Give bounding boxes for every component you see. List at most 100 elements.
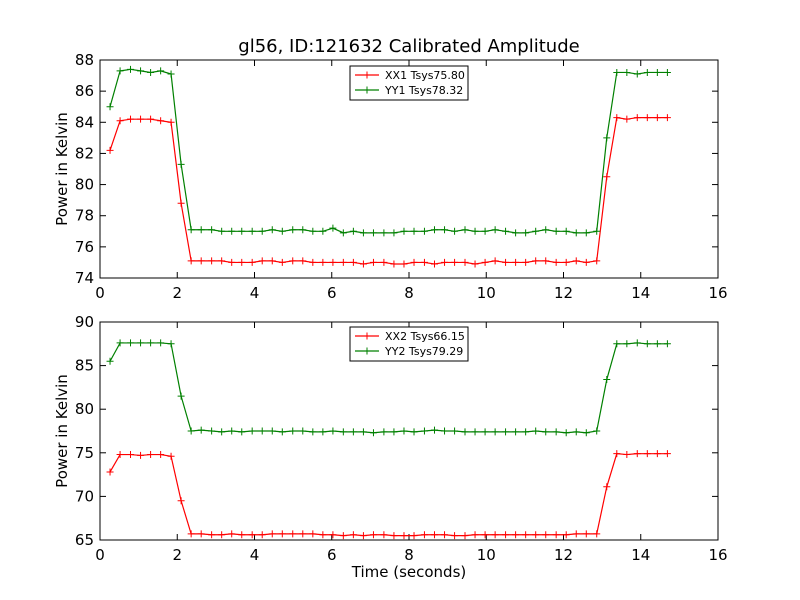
data-point	[633, 70, 641, 78]
data-point	[299, 226, 307, 234]
data-point	[643, 340, 651, 348]
data-point	[339, 428, 347, 436]
data-point	[420, 531, 428, 539]
data-point	[441, 531, 449, 539]
data-point	[451, 258, 459, 266]
data-point	[278, 258, 286, 266]
x-tick-label: 4	[250, 284, 260, 302]
data-point	[208, 257, 216, 265]
data-point	[329, 427, 337, 435]
data-point	[238, 227, 246, 235]
data-point	[329, 224, 337, 232]
data-point	[208, 226, 216, 234]
data-point	[471, 260, 479, 268]
data-point	[663, 68, 671, 76]
data-point	[157, 339, 165, 347]
data-point	[623, 115, 631, 123]
data-point	[461, 258, 469, 266]
data-point	[106, 103, 114, 111]
data-point	[461, 532, 469, 540]
data-point	[137, 339, 145, 347]
data-point	[248, 427, 256, 435]
data-point	[167, 340, 175, 348]
data-point	[369, 429, 377, 437]
legend-swatch-marker	[363, 332, 371, 340]
data-point	[309, 530, 317, 538]
x-tick-label: 8	[404, 284, 414, 302]
legend-entry-label: XX2 Tsys66.15	[385, 330, 465, 343]
data-point	[400, 532, 408, 540]
data-point	[319, 531, 327, 539]
bottom-plot: 0 2 4 6 8 10 12 14 16 65 70 75 80 85 90 Power in Kelvin…	[53, 313, 728, 581]
data-point	[299, 427, 307, 435]
x-tick-label: 10	[477, 284, 496, 302]
data-point	[319, 428, 327, 436]
data-point	[562, 227, 570, 235]
data-point	[430, 531, 438, 539]
data-point	[623, 451, 631, 459]
legend-box	[349, 65, 469, 101]
y-tick-label: 90	[75, 313, 94, 331]
data-point	[491, 428, 499, 436]
data-point	[187, 226, 195, 234]
data-point	[339, 229, 347, 237]
x-tick-label: 6	[327, 546, 337, 564]
data-point	[167, 70, 175, 78]
data-point	[278, 530, 286, 538]
data-point	[653, 68, 661, 76]
data-point	[582, 258, 590, 266]
y-tick-label: 86	[75, 82, 94, 100]
data-point	[451, 227, 459, 235]
data-point	[380, 229, 388, 237]
data-point	[177, 392, 185, 400]
data-point	[420, 258, 428, 266]
data-point	[319, 258, 327, 266]
data-point	[258, 257, 266, 265]
data-point	[663, 114, 671, 122]
data-point	[653, 450, 661, 458]
data-point	[218, 257, 226, 265]
data-point	[187, 530, 195, 538]
x-tick-label: 6	[327, 284, 337, 302]
x-tick-label: 0	[95, 284, 105, 302]
data-point	[116, 117, 124, 125]
data-point	[491, 226, 499, 234]
x-axis-label: Time (seconds)	[351, 563, 467, 581]
data-point	[603, 483, 611, 491]
data-point	[197, 426, 205, 434]
legend-entry-label: YY1 Tsys78.32	[384, 84, 463, 97]
y-tick-label: 78	[75, 207, 94, 225]
chart-title: gl56, ID:121632 Calibrated Amplitude	[238, 36, 579, 57]
data-point	[451, 427, 459, 435]
data-point	[258, 227, 266, 235]
data-point	[532, 227, 540, 235]
data-point	[329, 531, 337, 539]
data-point	[400, 260, 408, 268]
data-point	[369, 531, 377, 539]
legend-box	[349, 326, 469, 362]
data-point	[593, 227, 601, 235]
y-tick-label: 84	[75, 113, 94, 131]
data-point	[461, 428, 469, 436]
x-tick-label: 0	[95, 546, 105, 564]
data-point	[380, 428, 388, 436]
data-point	[147, 451, 155, 459]
data-point	[167, 118, 175, 126]
data-point	[228, 427, 236, 435]
data-point	[339, 532, 347, 540]
data-point	[116, 339, 124, 347]
data-point	[613, 450, 621, 458]
data-point	[603, 134, 611, 142]
data-point	[116, 67, 124, 75]
data-point	[359, 428, 367, 436]
data-point	[177, 199, 185, 207]
data-point	[268, 427, 276, 435]
data-point	[512, 428, 520, 436]
data-point	[582, 530, 590, 538]
data-point	[390, 229, 398, 237]
data-point	[299, 257, 307, 265]
data-point	[238, 258, 246, 266]
data-point	[127, 65, 135, 73]
data-point	[289, 226, 297, 234]
